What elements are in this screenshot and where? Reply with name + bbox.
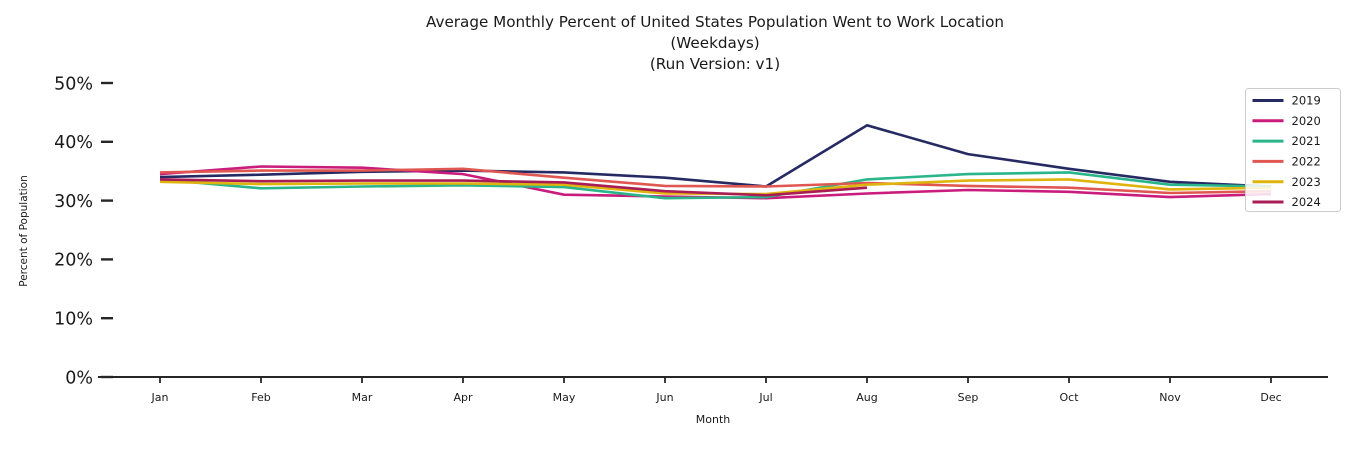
y-axis-label: Percent of Population <box>18 175 30 286</box>
y-tick-label: 50% <box>54 74 93 94</box>
x-tick-label-jul: Jul <box>758 391 772 404</box>
x-tick-label-nov: Nov <box>1159 391 1181 404</box>
y-tick-label: 0% <box>65 368 93 388</box>
x-axis-label: Month <box>696 413 731 426</box>
chart-title-line-1: Average Monthly Percent of United States… <box>426 13 1004 31</box>
series-line-2021 <box>159 171 1272 200</box>
x-tick-label-feb: Feb <box>251 391 270 404</box>
x-tick-label-jun: Jun <box>655 391 673 404</box>
legend-label-2020: 2020 <box>1292 114 1321 128</box>
y-tick-label: 20% <box>54 251 93 271</box>
x-tick-label-dec: Dec <box>1260 391 1281 404</box>
axes: 0% 10% 20% 30% 40% 50% Jan Feb Mar Apr May Jun Jul Au… <box>54 74 1328 404</box>
legend-label-2024: 2024 <box>1292 195 1321 209</box>
legend-label-2021: 2021 <box>1292 134 1321 148</box>
x-tick-label-oct: Oct <box>1059 391 1079 404</box>
x-tick-label-apr: Apr <box>453 391 473 404</box>
legend-label-2022: 2022 <box>1292 155 1321 169</box>
x-tick-label-may: May <box>553 391 576 404</box>
x-tick-label-aug: Aug <box>856 391 877 404</box>
x-tick-label-sep: Sep <box>958 391 979 404</box>
legend-item-2021: 2021 <box>1252 134 1321 148</box>
legend-label-2023: 2023 <box>1292 175 1321 189</box>
series-line-2024 <box>159 178 868 197</box>
chart-title-line-2: (Weekdays) <box>670 34 759 52</box>
legend-label-2019: 2019 <box>1292 94 1321 108</box>
series-line-2019 <box>159 124 1272 188</box>
y-tick-label: 30% <box>54 192 93 212</box>
series-line-2022 <box>159 167 1272 195</box>
legend-item-2019: 2019 <box>1252 94 1321 108</box>
legend: 2019 2020 2021 2022 2023 2024 <box>1245 88 1341 212</box>
x-tick-label-jan: Jan <box>151 391 169 404</box>
y-tick-label: 40% <box>54 133 93 153</box>
legend-item-2020: 2020 <box>1252 114 1321 128</box>
series-lines <box>159 124 1272 200</box>
legend-item-2023: 2023 <box>1252 175 1321 189</box>
chart-title-line-3: (Run Version: v1) <box>650 55 780 73</box>
y-tick-label: 10% <box>54 310 93 330</box>
legend-item-2024: 2024 <box>1252 195 1321 209</box>
legend-item-2022: 2022 <box>1252 155 1321 169</box>
x-tick-label-mar: Mar <box>352 391 373 404</box>
